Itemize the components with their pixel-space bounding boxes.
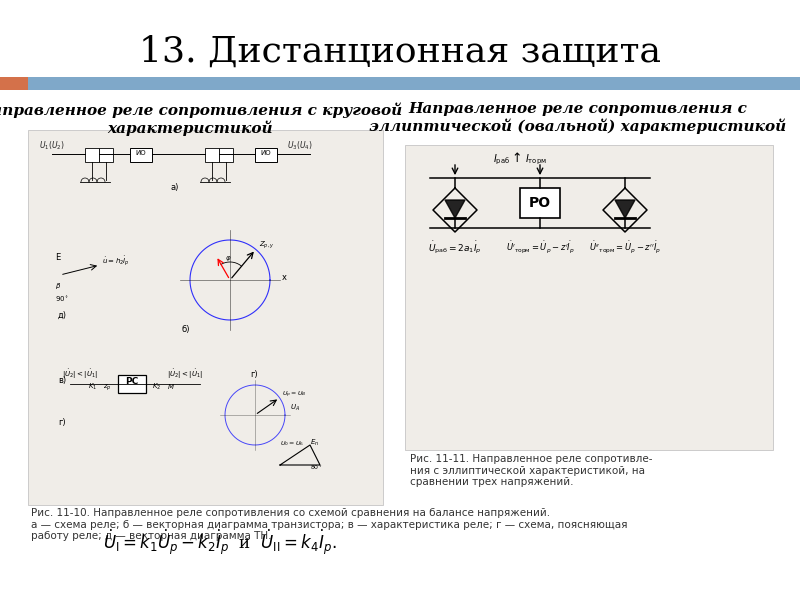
Text: 13. Дистанционная защита: 13. Дистанционная защита — [139, 35, 661, 69]
Bar — [205, 148, 219, 162]
Bar — [28, 130, 383, 505]
Text: $U_1(U_{2})$: $U_1(U_{2})$ — [39, 139, 65, 151]
Text: РС: РС — [126, 377, 138, 386]
Text: $\dot{U}_{\rm I} = k_1\dot{U}_p - k_2\dot{I}_p$  и  $\dot{U}_{\rm II} = k_4\dot{: $\dot{U}_{\rm I} = k_1\dot{U}_p - k_2\do… — [103, 527, 337, 557]
Bar — [405, 145, 773, 450]
Text: д): д) — [58, 311, 67, 320]
Text: $K_2$: $K_2$ — [152, 382, 162, 392]
Text: г): г) — [250, 370, 258, 379]
Text: $z_p$: $z_p$ — [103, 383, 111, 393]
Text: $\beta$: $\beta$ — [55, 281, 62, 291]
Text: ИО: ИО — [261, 150, 271, 156]
Text: $\varphi$: $\varphi$ — [225, 254, 231, 263]
Bar — [255, 148, 277, 162]
Text: г): г) — [58, 418, 66, 427]
Text: $90^\circ$: $90^\circ$ — [55, 295, 69, 304]
Text: x: x — [282, 273, 287, 282]
Text: $|{\dot{U}_2}|{<}|{\dot{U}_1}|$: $|{\dot{U}_2}|{<}|{\dot{U}_1}|$ — [62, 367, 98, 381]
Text: Рис. 11-10. Направленное реле сопротивления со схемой сравнения на балансе напря: Рис. 11-10. Направленное реле сопротивле… — [31, 508, 627, 541]
Bar — [28, 77, 800, 90]
Text: $\dot{u}=h_2\dot{I}_p$: $\dot{u}=h_2\dot{I}_p$ — [102, 255, 130, 269]
Text: РО: РО — [529, 196, 551, 210]
Text: $M$: $M$ — [167, 382, 175, 391]
Text: $U_A$: $U_A$ — [290, 403, 300, 413]
Text: $I_{\rm раб}$: $I_{\rm раб}$ — [493, 152, 510, 167]
Text: E: E — [55, 253, 60, 262]
Text: $U_p=U_B$: $U_p=U_B$ — [282, 389, 306, 400]
Text: $U_0=U_6$: $U_0=U_6$ — [280, 439, 304, 448]
Text: $|{\dot{U}_2}|{<}|{\dot{U}_1}|$: $|{\dot{U}_2}|{<}|{\dot{U}_1}|$ — [167, 367, 203, 381]
Text: ИО: ИО — [136, 150, 146, 156]
Text: $\dot{U}'_{\rm торм}=\dot{U}_p - z'\dot{I}_p$: $\dot{U}'_{\rm торм}=\dot{U}_p - z'\dot{… — [506, 241, 574, 257]
Polygon shape — [615, 200, 635, 218]
Text: Рис. 11-11. Направленное реле сопротивле-
ния с эллиптической характеристикой, н: Рис. 11-11. Направленное реле сопротивле… — [410, 454, 653, 487]
Text: Направленное реле сопротивления с круговой
характеристикой: Направленное реле сопротивления с кругов… — [0, 102, 402, 136]
Bar — [85, 148, 99, 162]
Text: $Z_{p,y}$: $Z_{p,y}$ — [258, 239, 274, 251]
Text: $\dot{U}_{\rm раб}=2a_1\dot{I}_p$: $\dot{U}_{\rm раб}=2a_1\dot{I}_p$ — [428, 241, 482, 257]
Bar — [118, 375, 146, 393]
Text: $80^\circ$: $80^\circ$ — [310, 463, 323, 472]
Text: $\dot{U}''_{\rm торм}=\dot{U}_p - z''\dot{I}_p$: $\dot{U}''_{\rm торм}=\dot{U}_p - z''\do… — [589, 241, 661, 257]
Text: $I_{\rm торм}$: $I_{\rm торм}$ — [525, 152, 547, 167]
Text: $K_1$: $K_1$ — [88, 382, 98, 392]
Bar — [0, 77, 28, 90]
Text: б): б) — [182, 325, 190, 334]
Bar — [130, 148, 152, 162]
Text: Направленное реле сопротивления с
эллиптической (овальной) характеристикой: Направленное реле сопротивления с эллипт… — [370, 102, 786, 134]
Bar — [99, 148, 113, 162]
Polygon shape — [445, 200, 465, 218]
Text: $\uparrow$: $\uparrow$ — [509, 151, 521, 165]
Bar — [520, 188, 560, 218]
Text: $E_n$: $E_n$ — [310, 438, 319, 448]
Bar — [219, 148, 233, 162]
Text: а): а) — [171, 183, 179, 192]
Text: в): в) — [58, 376, 66, 385]
Text: $U_3(U_{4})$: $U_3(U_{4})$ — [287, 139, 313, 151]
